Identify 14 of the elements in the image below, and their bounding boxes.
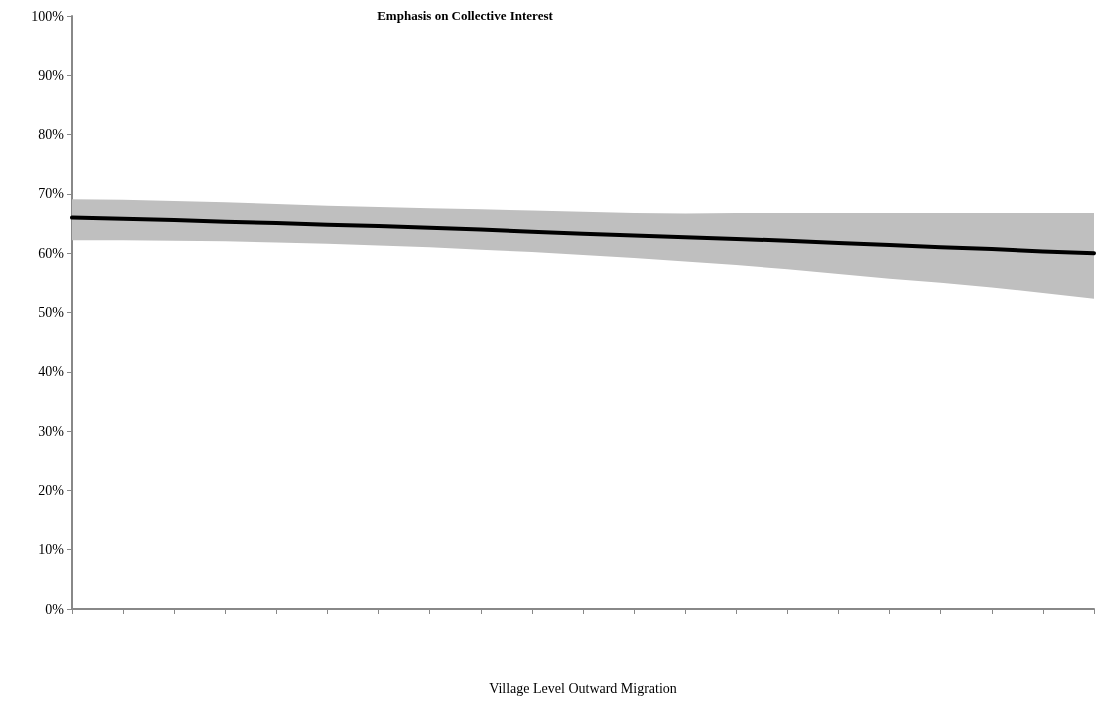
y-tick-label: 80%	[38, 127, 65, 143]
y-tick-label: 50%	[38, 305, 65, 320]
y-tick-label: 20%	[38, 482, 65, 498]
y-tick-label: 10%	[38, 542, 65, 558]
y-tick-label: 40%	[38, 364, 65, 380]
y-tick-label: 70%	[38, 186, 65, 202]
y-tick-label: 100%	[31, 8, 65, 24]
y-tick-label: 90%	[38, 67, 65, 83]
y-tick-label: 60%	[38, 245, 65, 261]
chart-title: Emphasis on Collective Interest	[377, 8, 554, 23]
x-axis-title: Village Level Outward Migration	[489, 680, 677, 696]
y-tick-label: 30%	[38, 423, 65, 439]
line-series	[70, 215, 1096, 256]
y-tick-label: 0%	[45, 601, 65, 617]
